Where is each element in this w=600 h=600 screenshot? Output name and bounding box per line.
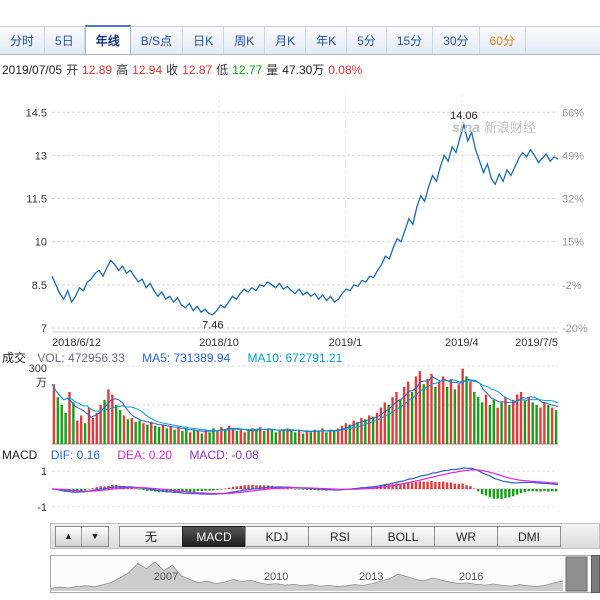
quote-field-label: 量 <box>266 63 279 77</box>
period-tab-年K[interactable]: 年K <box>306 27 348 54</box>
volume-chart: 300 万 <box>29 363 559 445</box>
macd-value-label: MACD: -0.08 <box>189 448 259 462</box>
volume-ma5-label: MA5: 731389.94 <box>142 351 231 365</box>
indicator-tab-BOLL[interactable]: BOLL <box>371 525 435 547</box>
indicator-up-button[interactable]: ▲ <box>56 526 82 546</box>
quote-field-value: 47.30万 <box>282 63 325 77</box>
macd-chart: 1 -1 <box>37 466 559 514</box>
period-tab-B/S点[interactable]: B/S点 <box>131 27 184 54</box>
vertical-scrollbar-thumb[interactable] <box>591 555 600 593</box>
period-tab-分时[interactable]: 分时 <box>0 27 46 54</box>
percent-axis-label: 15% <box>562 237 584 249</box>
quote-field-label: 高 <box>116 63 129 77</box>
date-axis-label: 2018/10 <box>199 337 239 349</box>
volume-axis-label: 300 <box>29 363 47 375</box>
quote-field-label: 收 <box>166 63 179 77</box>
macd-axis-label: -1 <box>37 502 47 514</box>
price-annotation: 14.06 <box>450 110 478 122</box>
volume-ma10-line <box>51 378 559 432</box>
volume-bars <box>52 368 558 444</box>
date-axis-label: 2019/7/5 <box>515 337 558 349</box>
indicator-tab-RSI[interactable]: RSI <box>308 525 372 547</box>
quote-row: 2019/07/05 开 12.89 高 12.94 收 12.87 低 12.77 量 47.30… <box>2 61 366 78</box>
quote-date: 2019/07/05 <box>2 63 63 77</box>
overview-year-label: 2016 <box>459 571 483 583</box>
quote-field-value: 12.94 <box>132 63 163 77</box>
volume-axis-unit: 万 <box>36 377 47 389</box>
quote-change: 0.08% <box>328 63 363 77</box>
period-tab-年线[interactable]: 年线 <box>84 25 131 54</box>
overview-year-label: 2010 <box>264 571 288 583</box>
period-tab-30分[interactable]: 30分 <box>433 27 480 54</box>
volume-value-label: VOL: 472956.33 <box>37 351 125 365</box>
price-axis-label: 10 <box>35 237 47 249</box>
date-axis-label: 2018/6/12 <box>52 337 101 349</box>
percent-axis-label: -20% <box>562 323 588 335</box>
indicator-tab-DMI[interactable]: DMI <box>497 525 561 547</box>
period-tab-15分[interactable]: 15分 <box>387 27 434 54</box>
macd-header: MACD DIF: 0.16 DEA: 0.20 MACD: -0.08 <box>2 448 259 462</box>
volume-header: 成交 VOL: 472956.33 MA5: 731389.94 MA10: 6… <box>2 349 342 366</box>
volume-ma10-label: MA10: 672791.21 <box>247 351 343 365</box>
macd-dea-label: DEA: 0.20 <box>117 448 173 462</box>
quote-field-value: 12.89 <box>82 63 113 77</box>
date-axis-label: 2019/1 <box>329 337 363 349</box>
overview-chart: 2007 2010 2013 2016 <box>50 555 592 593</box>
overview-year-label: 2013 <box>359 571 383 583</box>
quote-field-label: 低 <box>216 63 229 77</box>
indicator-down-button[interactable]: ▼ <box>82 527 108 546</box>
price-line <box>51 122 559 316</box>
price-axis-label: 14.5 <box>26 107 47 119</box>
indicator-tab-KDJ[interactable]: KDJ <box>245 525 309 547</box>
overview-year-label: 2007 <box>154 571 178 583</box>
price-axis-label: 13 <box>35 150 47 162</box>
indicator-tabbar: ▲ ▼ 无 MACD KDJ RSI BOLL WR DMI <box>50 523 600 549</box>
period-tab-日K[interactable]: 日K <box>183 27 225 54</box>
period-tab-60分[interactable]: 60分 <box>480 27 526 54</box>
indicator-scroll-buttons: ▲ ▼ <box>55 525 109 547</box>
percent-axis-label: 49% <box>562 150 584 162</box>
overview-line <box>51 561 564 589</box>
period-tab-月K[interactable]: 月K <box>265 27 307 54</box>
price-axis-label: 7 <box>41 323 47 335</box>
indicator-tab-WR[interactable]: WR <box>434 525 498 547</box>
period-tab-5分[interactable]: 5分 <box>347 27 387 54</box>
macd-histogram <box>52 481 558 499</box>
percent-axis-label: 32% <box>562 194 584 206</box>
date-axis-label: 2019/4 <box>445 337 479 349</box>
period-tab-周K[interactable]: 周K <box>224 27 266 54</box>
overview-scrollbar-thumb[interactable] <box>565 556 588 592</box>
percent-axis-label: 66% <box>562 107 584 119</box>
price-axis-label: 11.5 <box>26 194 47 206</box>
price-axis-label: 8.5 <box>32 280 47 292</box>
macd-title: MACD <box>2 448 38 462</box>
quote-field-label: 开 <box>66 63 79 77</box>
percent-axis-label: -2% <box>562 280 582 292</box>
volume-title: 成交 <box>2 351 27 365</box>
indicator-tab-MACD[interactable]: MACD <box>182 525 246 547</box>
macd-dif-label: DIF: 0.16 <box>50 448 101 462</box>
price-annotation: 7.46 <box>202 320 223 332</box>
overview-area <box>51 561 563 591</box>
macd-dea-line <box>51 469 559 495</box>
quote-field-value: 12.87 <box>182 63 213 77</box>
period-tabbar: 分时 5日 年线 B/S点 日K 周K 月K 年K 5分 15分 30分 60分 <box>0 25 600 55</box>
macd-axis-label: 1 <box>41 466 47 478</box>
indicator-tab-无[interactable]: 无 <box>119 525 183 547</box>
period-tab-5日[interactable]: 5日 <box>45 27 85 54</box>
price-chart: 2018/6/12 2018/10 2019/1 2019/4 2019/7/5 14.5… <box>26 95 588 349</box>
quote-field-value: 12.77 <box>232 63 263 77</box>
